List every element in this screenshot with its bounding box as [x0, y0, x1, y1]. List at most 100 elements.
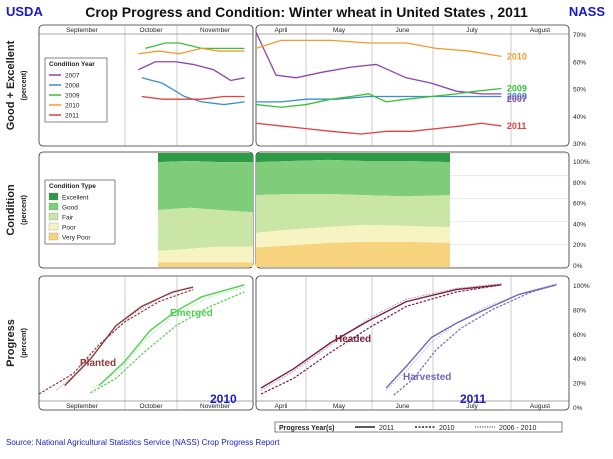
- month-label: September: [66, 403, 99, 410]
- month-label: October: [139, 27, 163, 34]
- month-label: April: [274, 403, 288, 410]
- month-label: July: [466, 27, 478, 34]
- y-axis-label: Progress: [5, 319, 17, 367]
- condition-area-good: [256, 159, 450, 197]
- legend-entry: 2007: [65, 73, 80, 80]
- progress-line-emerged-2010d: [90, 291, 245, 394]
- y-tick-label: 20%: [573, 381, 586, 388]
- legend-entry: Very Poor: [62, 235, 91, 242]
- progress-line-emerged-2010: [98, 284, 245, 387]
- y-axis-unit: (percent): [21, 328, 28, 358]
- condition-area-fair: [158, 207, 253, 252]
- y-tick-label: 60%: [573, 59, 586, 66]
- legend-swatch: [48, 222, 59, 231]
- y-tick-label: 80%: [573, 307, 586, 314]
- legend-title: Condition Year: [49, 61, 95, 68]
- source-note: Source: National Agricultural Statistics…: [6, 438, 280, 447]
- series-line-2009: [144, 42, 245, 50]
- chart-title: Crop Progress and Condition: Winter whea…: [85, 4, 528, 20]
- legend-entry: 2011: [65, 113, 79, 120]
- legend-box: [44, 57, 108, 123]
- y-tick-label: 30%: [573, 141, 586, 148]
- progress-line-planted-2010d: [38, 289, 194, 395]
- month-label: May: [333, 403, 346, 410]
- y-tick-label: 50%: [573, 87, 586, 94]
- panel-fall-2: [38, 275, 254, 411]
- series-end-label: 2009: [507, 84, 527, 94]
- progress-line-headed-2011: [260, 284, 502, 389]
- year-label-fall: 2010: [210, 392, 237, 406]
- legend-entry: Excellent: [62, 195, 89, 202]
- series-end-label: 2010: [507, 51, 527, 61]
- month-label: October: [139, 403, 163, 410]
- series-line-2007: [138, 61, 245, 82]
- progress-line-emerged-avg: [93, 286, 245, 389]
- y-tick-label: 80%: [573, 180, 586, 187]
- nass-label: NASS: [568, 4, 605, 19]
- condition-area-excellent: [256, 153, 450, 163]
- series-end-label: 2007: [507, 94, 527, 104]
- progress-line-harvested-avg: [385, 283, 557, 391]
- emerged-label: Emerged: [170, 308, 213, 319]
- progress-legend-title: Progress Year(s): [279, 425, 335, 432]
- series-end-label: 2008: [507, 92, 527, 102]
- month-label: November: [200, 403, 231, 410]
- legend-title: Condition Type: [49, 183, 96, 190]
- legend-entry: Poor: [62, 225, 77, 232]
- y-axis-unit: (percent): [21, 71, 28, 101]
- progress-legend-entry: 2006 - 2010: [499, 425, 536, 432]
- planted-label: Planted: [80, 358, 116, 369]
- y-tick-label: 0%: [573, 405, 583, 412]
- progress-line-harvested-2010: [393, 284, 557, 396]
- condition-area-good: [158, 160, 253, 213]
- legend-entry: 2010: [65, 103, 80, 110]
- series-line-2007: [255, 32, 502, 95]
- legend-swatch: [48, 192, 59, 201]
- month-label: August: [530, 27, 550, 34]
- legend-entry: 2009: [65, 93, 80, 100]
- condition-area-poor: [158, 246, 253, 263]
- series-end-label: 2011: [507, 121, 527, 131]
- month-label: June: [395, 27, 409, 34]
- progress-line-headed-2010: [260, 284, 502, 395]
- progress-line-headed-avg: [260, 283, 502, 391]
- y-tick-label: 0%: [573, 263, 583, 270]
- legend-swatch: [48, 202, 59, 211]
- month-label: July: [466, 403, 478, 410]
- y-tick-label: 40%: [573, 221, 586, 228]
- usda-label: USDA: [6, 4, 43, 19]
- headed-label: Headed: [335, 334, 371, 345]
- month-label: June: [395, 403, 409, 410]
- legend-entry: Good: [62, 205, 78, 212]
- y-tick-label: 60%: [573, 201, 586, 208]
- condition-area-very-poor: [158, 262, 253, 267]
- series-line-2009: [255, 87, 502, 108]
- month-label: May: [333, 27, 346, 34]
- y-tick-label: 40%: [573, 114, 586, 121]
- series-line-2008: [256, 95, 502, 103]
- legend-swatch: [48, 212, 59, 221]
- y-tick-label: 40%: [573, 356, 586, 363]
- month-label: November: [200, 27, 231, 34]
- progress-legend-entry: 2011: [379, 425, 394, 432]
- y-tick-label: 70%: [573, 32, 586, 39]
- series-line-2011: [141, 95, 245, 100]
- y-tick-label: 60%: [573, 332, 586, 339]
- y-axis-unit: (percent): [21, 195, 28, 225]
- harvested-label: Harvested: [403, 372, 451, 383]
- y-axis-label: Good + Excellent: [5, 40, 17, 130]
- panel-spring-2: [255, 275, 570, 411]
- legend-swatch: [48, 232, 59, 241]
- series-line-2010: [255, 39, 502, 58]
- year-label-spring: 2011: [460, 392, 486, 406]
- progress-line-planted-avg: [55, 286, 190, 391]
- month-label: September: [66, 27, 99, 34]
- condition-area-very-poor: [256, 241, 450, 267]
- y-tick-label: 100%: [573, 159, 590, 166]
- month-label: August: [530, 403, 550, 410]
- legend-entry: 2008: [65, 83, 80, 90]
- legend-entry: Fair: [62, 215, 74, 222]
- progress-legend-entry: 2010: [439, 425, 455, 432]
